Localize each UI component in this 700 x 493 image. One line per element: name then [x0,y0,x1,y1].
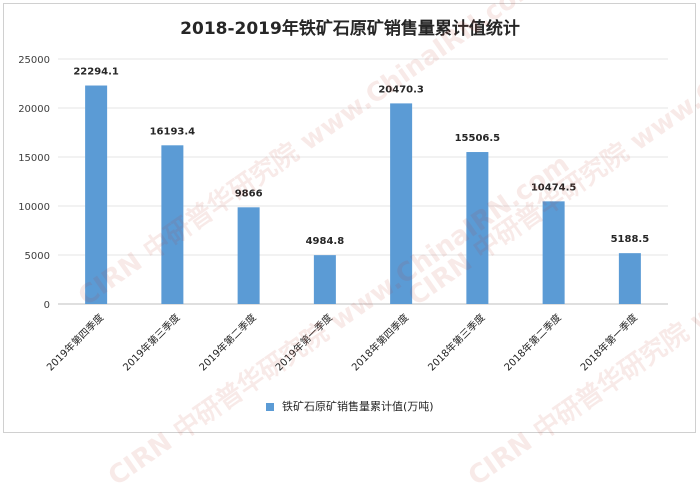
data-label: 9866 [235,188,263,199]
bar [618,253,641,304]
bar [313,255,336,304]
bar-chart: 0 5000 10000 15000 20000 25000 22294.1 2019年第四季… [18,55,668,374]
y-tick-label: 5000 [25,251,50,262]
data-label: 10474.5 [531,182,577,193]
bar [85,85,108,304]
bar [466,152,489,304]
data-label: 16193.4 [150,126,196,137]
data-label: 20470.3 [378,84,424,95]
bar [237,207,260,304]
x-tick-label: 2019年第三季度 [120,311,183,374]
data-label: 15506.5 [455,133,501,144]
x-tick-label: 2019年第四季度 [44,311,107,374]
data-label: 22294.1 [73,67,119,78]
chart-title: 2018-2019年铁矿石原矿销售量累计值统计 [180,19,520,39]
bar [390,103,413,305]
bar [161,145,184,304]
y-tick-label: 20000 [18,104,50,115]
x-tick-label: 2018年第三季度 [425,311,488,374]
y-tick-label: 10000 [18,202,50,213]
chart-frame [3,3,696,433]
data-label: 5188.5 [611,234,650,245]
legend: 铁矿石原矿销售量累计值(万吨) [0,398,700,414]
bar [542,201,565,304]
data-label: 4984.8 [306,236,345,247]
y-tick-label: 15000 [18,153,50,164]
x-tick-label: 2018年第二季度 [501,311,564,374]
y-tick-label: 25000 [18,55,50,66]
legend-label: 铁矿石原矿销售量累计值(万吨) [281,400,434,413]
y-tick-label: 0 [44,300,50,311]
legend-swatch [266,403,275,411]
